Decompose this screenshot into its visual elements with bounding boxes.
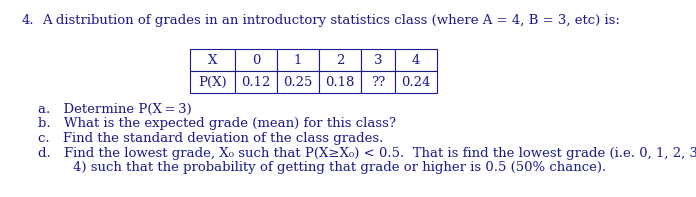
Bar [277,71,319,93]
Text: ??: ?? [371,75,385,88]
Text: 1: 1 [294,54,302,67]
Text: X: X [208,54,217,67]
Bar [235,49,277,71]
Text: 0: 0 [252,54,260,67]
Text: 4) such that the probability of getting that grade or higher is 0.5 (50% chance): 4) such that the probability of getting … [38,161,606,174]
Text: 0.12: 0.12 [242,75,271,88]
Text: 0.24: 0.24 [402,75,431,88]
Text: P(X): P(X) [198,75,227,88]
Text: d. Find the lowest grade, X₀ such that P(X≥X₀) < 0.5.  That is find the lowest g: d. Find the lowest grade, X₀ such that P… [38,147,696,160]
Bar [319,49,361,71]
Bar [395,49,437,71]
Text: c. Find the standard deviation of the class grades.: c. Find the standard deviation of the cl… [38,132,383,145]
Bar [395,71,437,93]
Bar [361,49,395,71]
Bar [190,49,235,71]
Bar [319,71,361,93]
Bar [277,49,319,71]
Text: A distribution of grades in an introductory statistics class (where A = 4, B = 3: A distribution of grades in an introduct… [42,14,620,27]
Text: 0.18: 0.18 [325,75,355,88]
Text: 4: 4 [412,54,420,67]
Text: b. What is the expected grade (mean) for this class?: b. What is the expected grade (mean) for… [38,117,396,130]
Text: 2: 2 [335,54,345,67]
Text: a. Determine P(X = 3): a. Determine P(X = 3) [38,103,192,116]
Text: 0.25: 0.25 [283,75,313,88]
Text: 4.: 4. [22,14,35,27]
Bar [361,71,395,93]
Text: 3: 3 [374,54,382,67]
Bar [235,71,277,93]
Bar [190,71,235,93]
